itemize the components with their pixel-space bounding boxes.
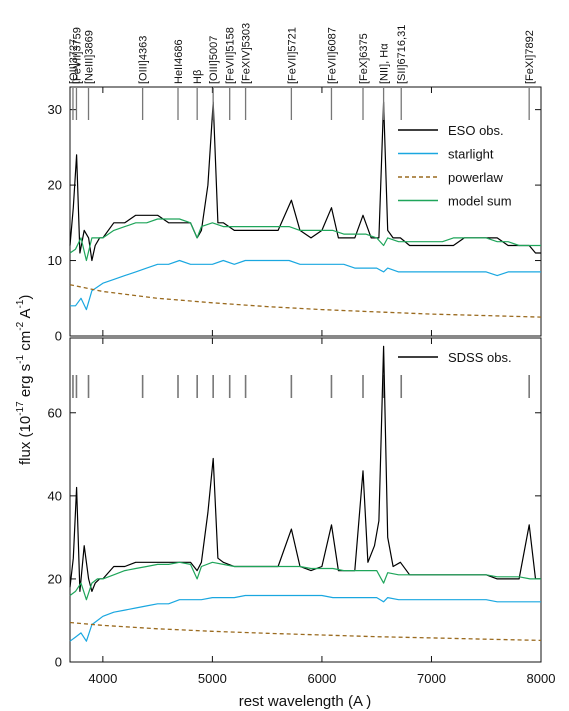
legend-label: starlight [448,147,494,162]
series-starlight [69,594,541,642]
x-tick-label: 7000 [417,671,446,686]
series-powerlaw [69,284,542,318]
y-tick-label: 30 [48,102,62,117]
y-tick-label: 0 [55,655,62,670]
series-eso-obs [69,101,541,262]
emission-line-label: [FeVII]6087 [327,27,339,84]
emission-line-labels: [OII]3727[FeVII]3759 [NeIII]3869 [OIII]436… [68,23,536,120]
emission-line-label: [NeIII]3869 [84,30,96,84]
emission-line-label: [FeVII]5721 [286,27,298,84]
x-tick-label: 8000 [527,671,556,686]
y-axis-title-text: flux (10-17 erg s-1 cm-2 A-1) [15,295,34,465]
x-tick-label: 5000 [198,671,227,686]
emission-line-label: [OII]3727 [68,39,80,84]
y-axis-title: flux (10-17 erg s-1 cm-2 A-1) [15,295,34,465]
emission-line-label: [FeXI]7892 [524,30,536,84]
legend-label: model sum [448,194,512,209]
series-starlight [70,259,541,311]
y-tick-label: 0 [55,329,62,344]
plot-frame [69,337,542,663]
emission-line-label: HeII4686 [173,39,185,84]
legend-label: SDSS obs. [448,350,512,365]
top-panel: 0 10 20 30 ESO obs. starlight powerlaw model su… [48,86,542,344]
legend-label: ESO obs. [448,123,504,138]
bottom-panel: 0 20 40 60 SDSS obs. [48,337,542,670]
y-tick-label: 60 [48,405,62,420]
emission-line-label: [OIII]4363 [138,36,150,84]
y-tick-label: 20 [48,178,62,193]
series-model-sum [69,218,541,262]
emission-line-label: [SII]6716,31 [396,25,408,84]
legend-label: powerlaw [448,170,504,185]
x-axis-title: rest wavelength (A ) [239,693,372,710]
emission-line-label: Hβ [192,70,204,84]
series-sdss-obs [69,345,541,593]
series-powerlaw [69,621,542,642]
y-tick-label: 20 [48,571,62,586]
emission-line-label: [OIII]5007 [208,36,220,84]
series-model-sum [69,561,541,601]
emission-line-label: [FeVII]3759 [72,27,84,84]
x-tick-label: 4000 [88,671,117,686]
plot-frame [69,86,542,337]
emission-line-label: [FeXIV]5303 [241,23,253,84]
emission-line-label: [NII], Hα [379,43,391,84]
x-tick-label: 6000 [307,671,336,686]
x-axis: 4000 5000 6000 7000 8000 rest wavelength (A ) [88,671,555,710]
y-tick-label: 40 [48,488,62,503]
y-tick-label: 10 [48,253,62,268]
emission-line-label: [FeVII]5158 [225,27,237,84]
emission-line-label: [FeX]6375 [358,33,370,84]
